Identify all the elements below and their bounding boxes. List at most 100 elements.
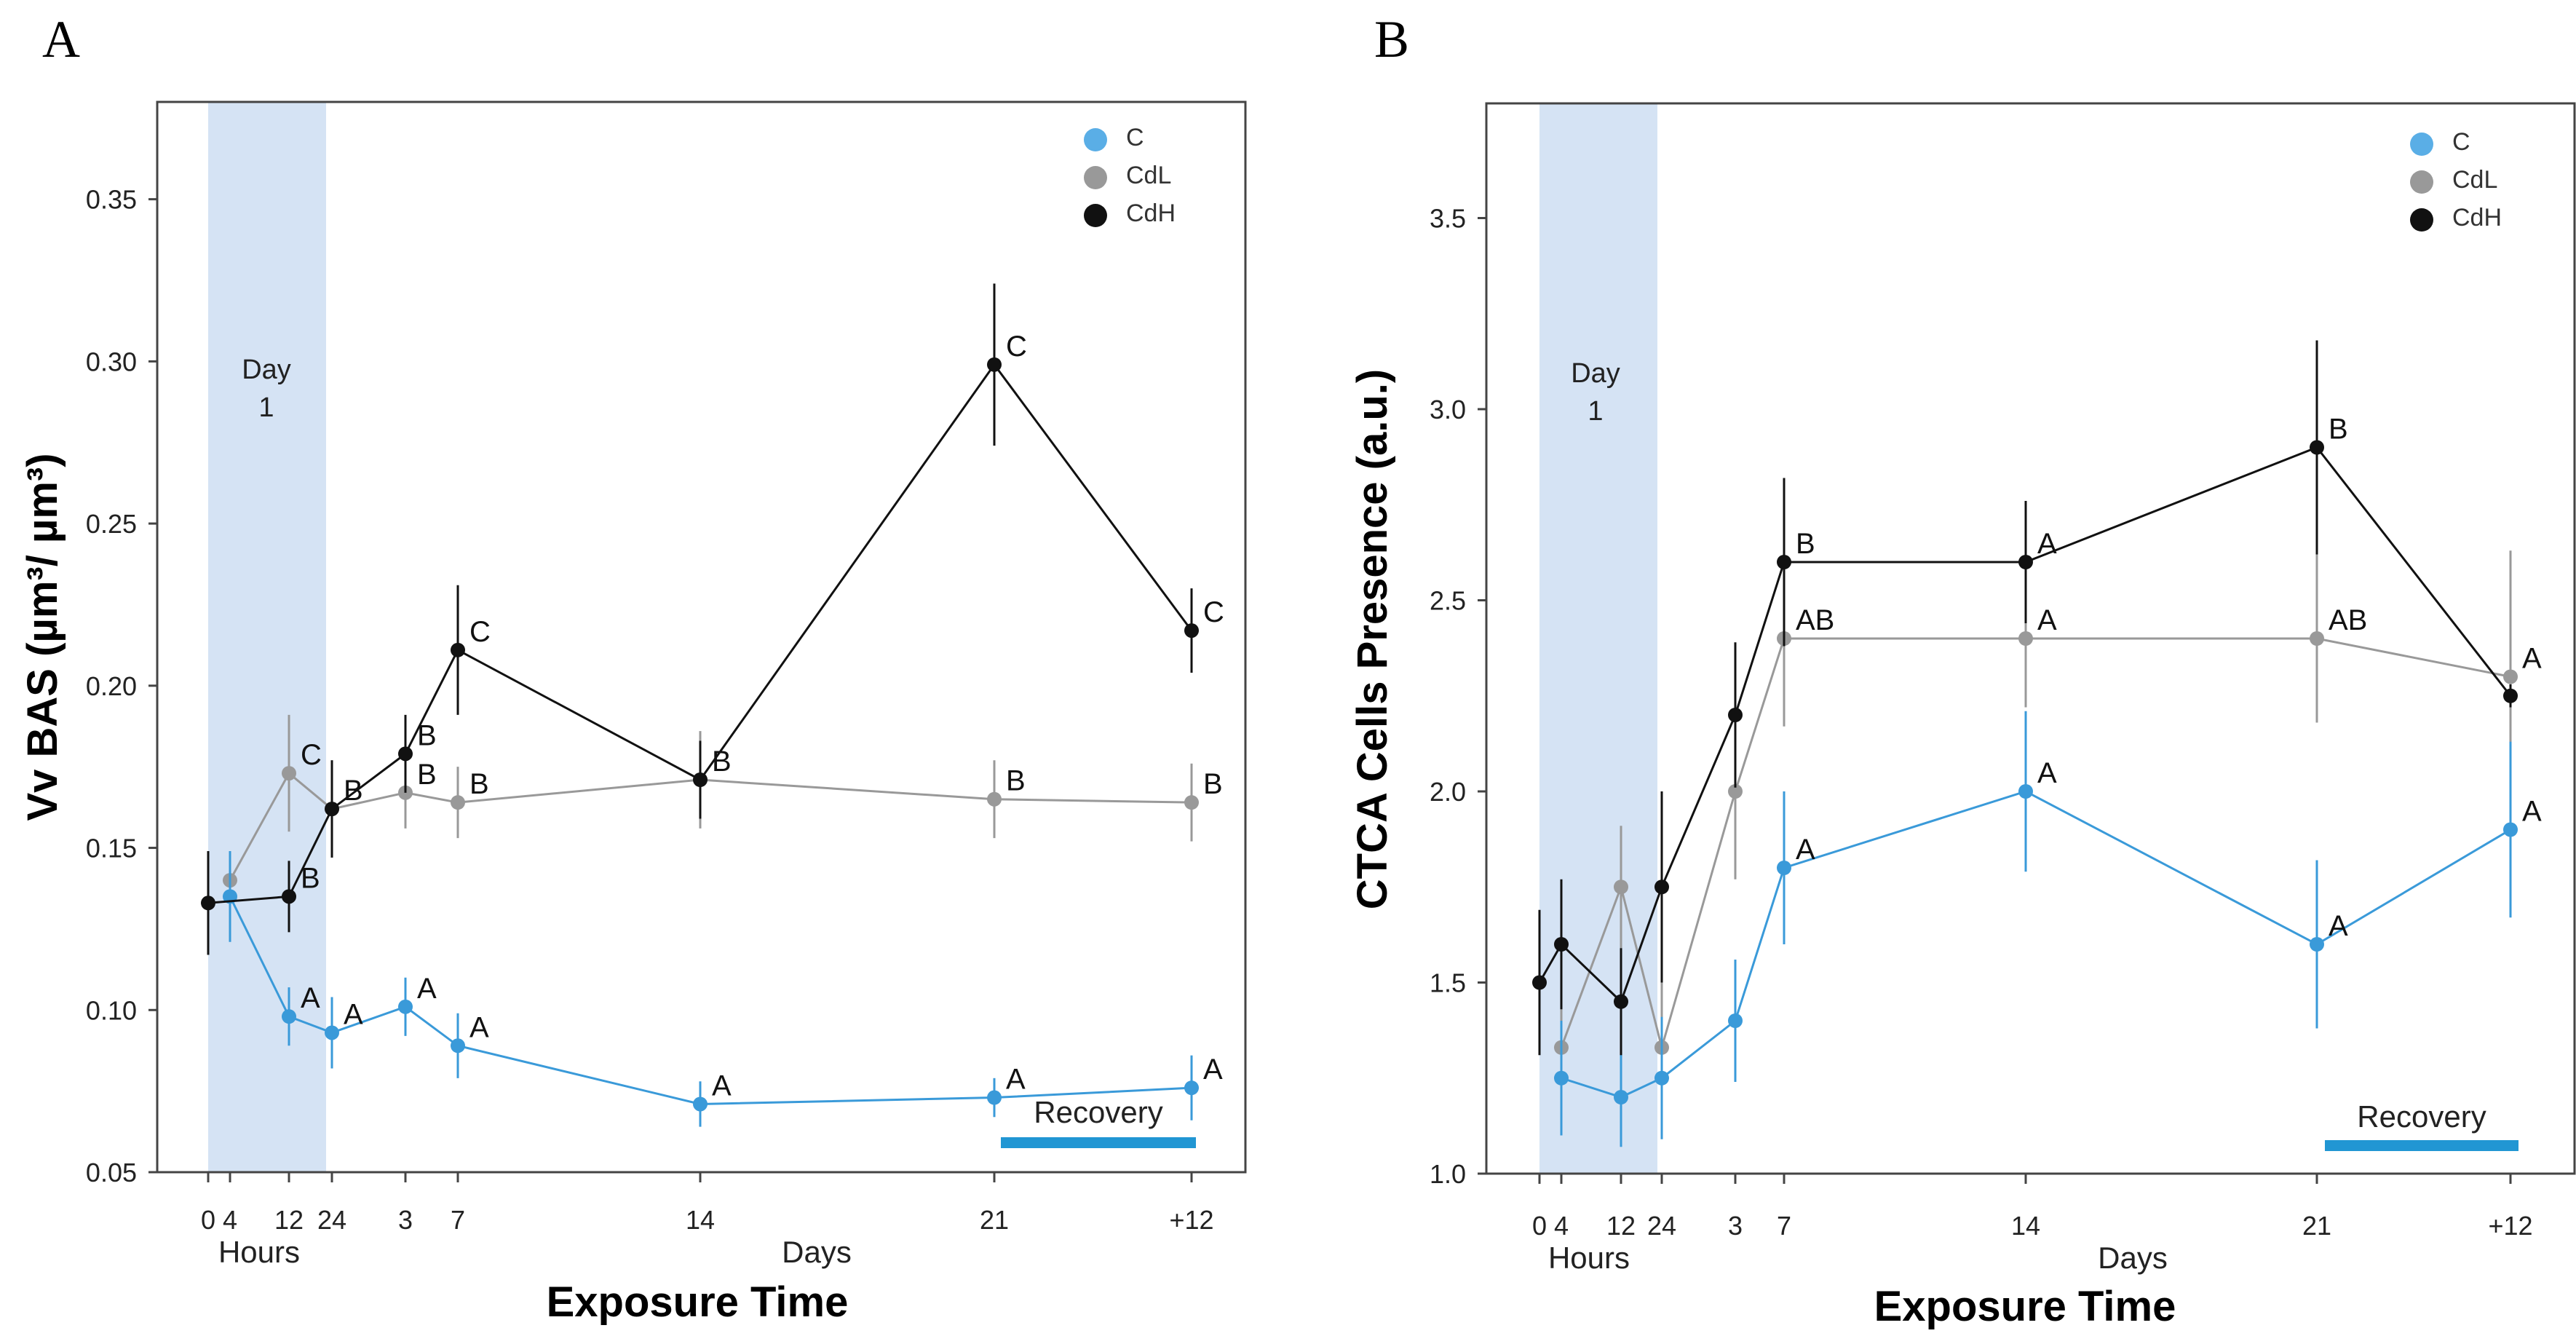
legend-label-c: C [2452,128,2470,156]
significance-letter: B [1796,528,1815,560]
panel-a-hours-label: Hours [218,1235,300,1269]
legend-label-cdh: CdH [1126,199,1176,227]
legend-label-cdl: CdL [2452,166,2497,194]
x-tick-label: 24 [317,1205,346,1235]
data-point [1554,937,1569,952]
series-c: A A A A [1554,711,2542,1147]
panel-b-y-axis-title: CTCA Cells Presence (a.u.) [1349,369,1396,909]
panel-a-day-number: 1 [258,392,274,423]
panel-a-recovery-bar [1001,1137,1196,1148]
data-point [451,795,465,810]
panel-b-legend: C CdL CdH [2410,128,2502,232]
y-tick-label: 0.30 [86,347,137,376]
significance-letter: A [469,1011,489,1043]
panel-b-x-axis-title: Exposure Time [1874,1283,2176,1330]
data-point [1728,784,1743,799]
data-point [2503,688,2518,703]
data-point [325,802,339,817]
significance-letter: B [469,768,489,800]
significance-letter: B [1203,768,1223,800]
significance-letter: A [2037,604,2057,636]
significance-letter: C [1203,596,1224,628]
significance-letter: C [1006,331,1027,363]
data-point [325,1025,339,1040]
data-point [693,1096,708,1112]
legend-marker-c [2410,133,2433,156]
data-point [1654,1070,1669,1086]
x-tick-label: 12 [1606,1211,1636,1241]
x-tick-label: 21 [2302,1211,2331,1241]
data-point [2503,822,2518,837]
x-tick-label: 4 [1554,1211,1569,1241]
data-point [282,889,296,904]
significance-letter: B [301,862,320,894]
panel-a-day-label: Day [242,355,291,385]
data-point [1728,1013,1743,1028]
data-point [693,772,708,787]
data-point [1614,994,1628,1009]
data-point [2018,631,2033,646]
significance-letter: AB [1796,604,1834,636]
significance-letter: A [2522,796,2542,828]
y-tick-label: 0.35 [86,185,137,215]
panel-a-y-axis-title: Vv BAS (µm³/ µm³) [19,453,66,821]
significance-letter: A [1796,834,1815,866]
x-tick-label: 21 [980,1205,1009,1235]
series-cdl: CBB BBB B [223,714,1223,906]
significance-letter: A [2329,910,2348,942]
panel-b-hours-label: Hours [1548,1241,1630,1275]
panel-b: B 1.01.52.02.53.03.50 4 12 24 3 7 14 21 +12 AB A A… [1349,10,2576,1330]
series-cdl: AB A AB A [1554,550,2542,1112]
y-tick-label: 2.0 [1430,777,1466,807]
panel-a-day1-shading [208,102,326,1172]
legend-marker-cdl [1084,166,1107,189]
y-tick-label: 0.20 [86,671,137,701]
panel-b-axes: 1.0 1.5 2.0 2.5 3.0 3.5 0 4 12 24 3 7 14 21 +12 [1430,204,2533,1241]
significance-letter: C [301,739,322,771]
significance-letter: A [712,1070,732,1102]
x-tick-label: +12 [1169,1205,1213,1235]
significance-letter: A [1006,1064,1026,1096]
y-tick-label: 0.15 [86,834,137,863]
series-line [1560,637,2511,1052]
series-line [207,363,1193,904]
y-tick-label: 3.5 [1430,204,1466,234]
data-point [1777,555,1791,569]
legend-marker-c [1084,128,1107,151]
data-point [1184,623,1199,639]
significance-letter: B [2329,414,2348,446]
significance-letter: B [1006,765,1026,797]
x-tick-label: 24 [1647,1211,1676,1241]
y-tick-label: 1.0 [1430,1159,1466,1189]
significance-letter: A [417,973,437,1005]
y-tick-label: 2.5 [1430,586,1466,616]
x-tick-label: 14 [686,1205,715,1235]
data-point [2018,784,2033,799]
data-point [2018,555,2033,569]
data-point [987,1090,1002,1105]
legend-label-c: C [1126,124,1144,151]
data-point [398,999,413,1014]
data-point [2310,631,2324,646]
significance-letter: B [417,719,437,751]
significance-letter: A [2522,643,2542,675]
data-point [2503,669,2518,684]
data-point [1654,879,1669,895]
data-point [1532,975,1547,990]
x-tick-label: 4 [223,1205,237,1235]
legend-label-cdh: CdH [2452,204,2502,232]
data-point [2310,937,2324,952]
x-tick-label: 7 [451,1205,465,1235]
x-tick-label: 14 [2011,1211,2040,1241]
panel-b-recovery-bar [2325,1140,2518,1151]
panel-b-day-number: 1 [1588,396,1603,427]
x-tick-label: 0 [1532,1211,1547,1241]
series-line [229,771,1192,881]
data-point [1777,861,1791,875]
data-point [1554,1070,1569,1086]
data-point [2310,440,2324,455]
data-point [282,1009,296,1024]
y-tick-label: 0.10 [86,995,137,1025]
series-cdh: B AB [1532,340,2518,1056]
